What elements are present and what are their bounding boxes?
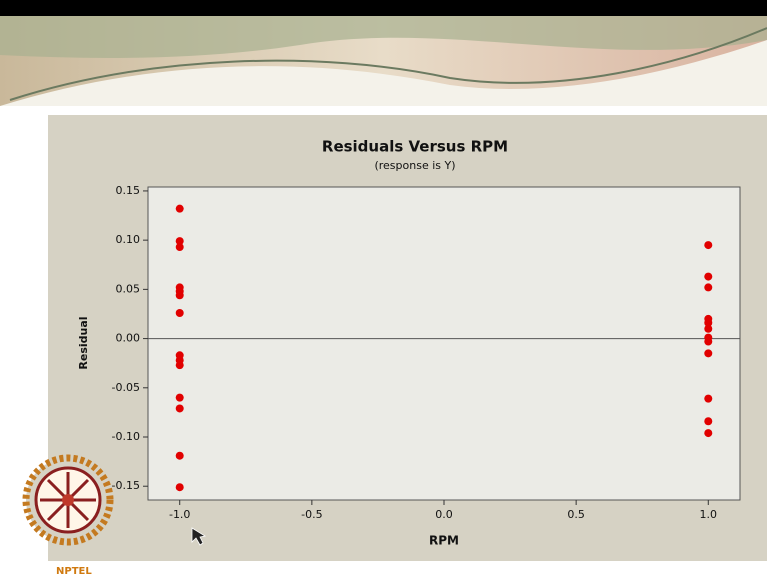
- point: [176, 309, 184, 317]
- point: [704, 429, 712, 437]
- y-tick-label: 0.10: [116, 233, 141, 246]
- y-tick-label: 0.15: [116, 184, 141, 197]
- x-tick-label: 1.0: [700, 508, 718, 521]
- point: [704, 395, 712, 403]
- y-tick-label: -0.05: [112, 381, 140, 394]
- point: [704, 325, 712, 333]
- y-axis-label: Residual: [77, 316, 90, 369]
- chart-subtitle: (response is Y): [374, 159, 455, 172]
- logo: [26, 458, 110, 542]
- top-bar: [0, 0, 767, 16]
- x-tick-label: 0.5: [567, 508, 585, 521]
- point: [176, 205, 184, 213]
- point: [176, 243, 184, 251]
- point: [704, 417, 712, 425]
- point: [176, 483, 184, 491]
- point: [176, 452, 184, 460]
- x-axis-label: RPM: [429, 534, 459, 548]
- y-tick-label: -0.15: [112, 479, 140, 492]
- logo-text: NPTEL: [56, 566, 92, 577]
- chart-title: Residuals Versus RPM: [322, 138, 508, 156]
- point: [704, 349, 712, 357]
- point: [704, 273, 712, 281]
- slide: Residuals Versus RPM (response is Y) RPM…: [0, 0, 767, 579]
- point: [176, 394, 184, 402]
- point: [176, 404, 184, 412]
- point: [704, 241, 712, 249]
- point: [704, 338, 712, 346]
- y-tick-label: -0.10: [112, 430, 140, 443]
- plot-area: [148, 187, 740, 500]
- point: [704, 283, 712, 291]
- y-tick-label: 0.00: [116, 332, 141, 345]
- logo-center: [62, 494, 74, 506]
- x-tick-label: 0.0: [435, 508, 453, 521]
- point: [176, 291, 184, 299]
- x-tick-label: -1.0: [169, 508, 190, 521]
- y-tick-label: 0.05: [116, 282, 141, 295]
- point: [176, 361, 184, 369]
- x-tick-label: -0.5: [301, 508, 322, 521]
